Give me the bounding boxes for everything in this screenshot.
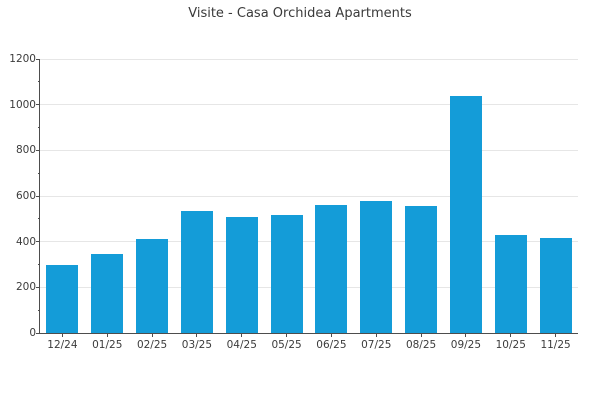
y-major-tick [36, 286, 40, 288]
x-tick [555, 334, 557, 337]
bar [91, 254, 124, 333]
gridline [40, 286, 578, 288]
y-minor-tick [37, 218, 40, 220]
x-tick [106, 334, 108, 337]
x-tick-label: 10/25 [495, 339, 526, 351]
bar [494, 234, 527, 333]
bar [539, 238, 572, 333]
bar [136, 239, 169, 333]
x-tick [465, 334, 467, 337]
y-tick-label: 800 [15, 144, 36, 157]
y-major-tick [36, 241, 40, 243]
x-tick [151, 334, 153, 337]
x-tick-label: 06/25 [316, 339, 347, 351]
x-tick-label: 01/25 [92, 339, 123, 351]
y-tick-label: 200 [15, 281, 36, 294]
x-tick [196, 334, 198, 337]
bar [270, 215, 303, 333]
x-tick-label: 09/25 [450, 339, 482, 351]
x-tick [510, 334, 512, 337]
bar [405, 206, 438, 333]
x-tick [420, 334, 422, 337]
chart-title: Visite - Casa Orchidea Apartments [188, 6, 412, 21]
y-minor-tick [37, 172, 40, 174]
x-axis-line [39, 332, 578, 334]
bar [449, 95, 482, 333]
gridline [40, 58, 578, 60]
gridline [40, 195, 578, 197]
gridline [40, 104, 578, 106]
y-minor-tick [37, 264, 40, 265]
gridline [40, 149, 578, 151]
y-tick-label: 1200 [9, 53, 36, 65]
y-tick-label: 1000 [9, 98, 36, 111]
y-major-tick [36, 149, 40, 151]
x-tick-label: 05/25 [271, 339, 302, 351]
x-tick-label: 02/25 [136, 339, 168, 351]
x-tick-label: 04/25 [226, 339, 257, 351]
bar [315, 205, 348, 333]
y-minor-tick [37, 309, 40, 311]
y-tick-label: 600 [15, 190, 36, 202]
gridline [40, 241, 578, 243]
x-tick [330, 334, 332, 337]
y-major-tick [36, 332, 40, 334]
y-tick-label: 400 [15, 235, 36, 248]
x-tick [241, 334, 243, 337]
y-major-tick [36, 195, 40, 197]
bar [180, 210, 213, 333]
x-tick-label: 03/25 [181, 339, 213, 351]
x-tick-label: 12/24 [47, 339, 78, 351]
x-tick [61, 334, 63, 337]
bar [46, 264, 79, 333]
x-tick-label: 07/25 [361, 339, 392, 351]
y-minor-tick [37, 81, 40, 83]
x-tick-label: 11/25 [540, 339, 571, 351]
bar [360, 200, 393, 333]
x-tick [286, 334, 288, 337]
y-axis-line [39, 59, 40, 334]
bar [225, 216, 258, 333]
y-major-tick [36, 104, 40, 106]
y-tick-label: 0 [29, 327, 36, 339]
y-major-tick [36, 58, 40, 60]
y-minor-tick [37, 127, 40, 128]
x-tick [375, 334, 377, 337]
x-tick-label: 08/25 [405, 339, 437, 351]
